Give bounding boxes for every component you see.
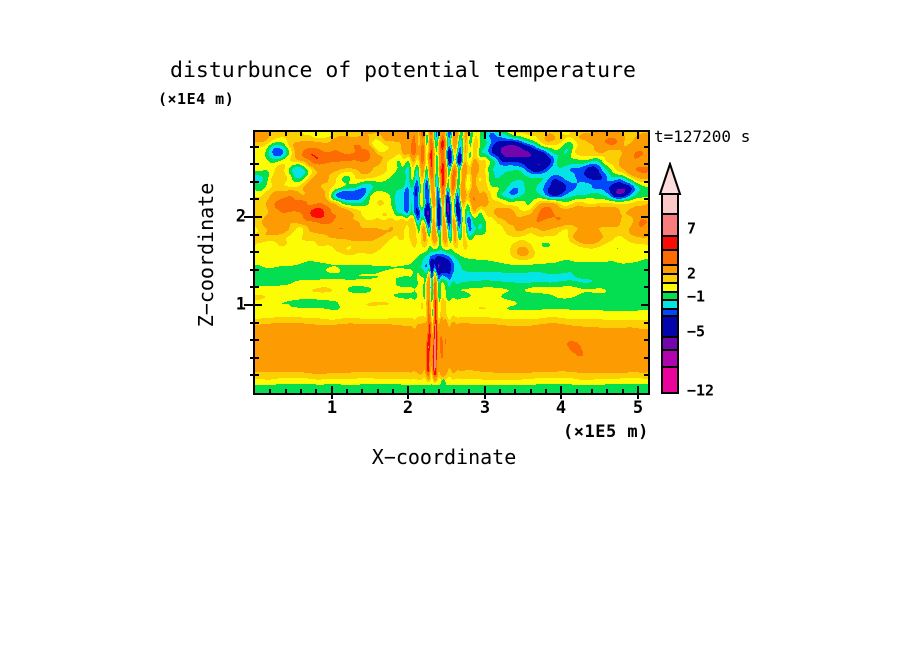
z-major-tick-outer xyxy=(244,216,253,218)
colorbar-segment xyxy=(663,366,677,392)
z-minor-tick-outer xyxy=(250,234,253,236)
colorbar xyxy=(661,193,679,394)
z-axis-unit-label: (×1E4 m) xyxy=(158,90,235,108)
z-minor-tick-outer xyxy=(250,357,253,359)
x-tick-label: 3 xyxy=(479,398,491,418)
z-minor-tick-outer xyxy=(250,251,253,253)
colorbar-segment xyxy=(663,299,677,308)
colorbar-segment xyxy=(663,308,677,315)
z-tick-label: 2 xyxy=(235,206,246,227)
z-tick-label: 1 xyxy=(235,294,246,315)
x-tick-label: 2 xyxy=(402,398,414,418)
time-label: t=127200 s xyxy=(654,127,751,146)
x-tick-label: 4 xyxy=(555,398,567,418)
z-minor-tick-outer xyxy=(250,163,253,165)
z-minor-tick-outer xyxy=(250,198,253,200)
x-major-tick-outer xyxy=(484,395,486,399)
colorbar-tick-label: −1 xyxy=(687,287,706,306)
x-major-tick-outer xyxy=(560,395,562,399)
colorbar-segment xyxy=(663,273,677,282)
colorbar-segment xyxy=(663,195,677,213)
colorbar-tick-label: 7 xyxy=(687,219,697,238)
chart-title: disturbunce of potential temperature xyxy=(170,58,636,83)
x-tick-label: 5 xyxy=(632,398,644,418)
colorbar-segment xyxy=(663,235,677,249)
z-minor-tick-outer xyxy=(250,322,253,324)
colorbar-segment xyxy=(663,213,677,235)
z-minor-tick-outer xyxy=(250,374,253,376)
contour-field-canvas xyxy=(255,132,648,393)
z-minor-tick-outer xyxy=(250,286,253,288)
colorbar-segment xyxy=(663,291,677,299)
x-tick-label: 1 xyxy=(326,398,338,418)
colorbar-segment xyxy=(663,349,677,366)
z-minor-tick-outer xyxy=(250,146,253,148)
z-minor-tick-outer xyxy=(250,339,253,341)
z-major-tick-outer xyxy=(244,304,253,306)
x-major-tick-outer xyxy=(637,395,639,399)
colorbar-segment xyxy=(663,282,677,291)
colorbar-arrow-icon xyxy=(658,162,682,195)
z-minor-tick-outer xyxy=(250,269,253,271)
colorbar-segment xyxy=(663,249,677,264)
x-axis-unit-label: (×1E5 m) xyxy=(563,422,649,442)
plot-area-frame xyxy=(253,130,650,395)
colorbar-segment xyxy=(663,264,677,273)
colorbar-segment xyxy=(663,336,677,349)
colorbar-tick-label: −12 xyxy=(687,381,715,400)
x-axis-title: X−coordinate xyxy=(371,445,517,469)
colorbar-segment xyxy=(663,315,677,336)
x-major-tick-outer xyxy=(407,395,409,399)
z-minor-tick-outer xyxy=(250,181,253,183)
colorbar-tick-label: 2 xyxy=(687,264,697,283)
x-major-tick-outer xyxy=(331,395,333,399)
colorbar-tick-label: −5 xyxy=(687,322,706,341)
